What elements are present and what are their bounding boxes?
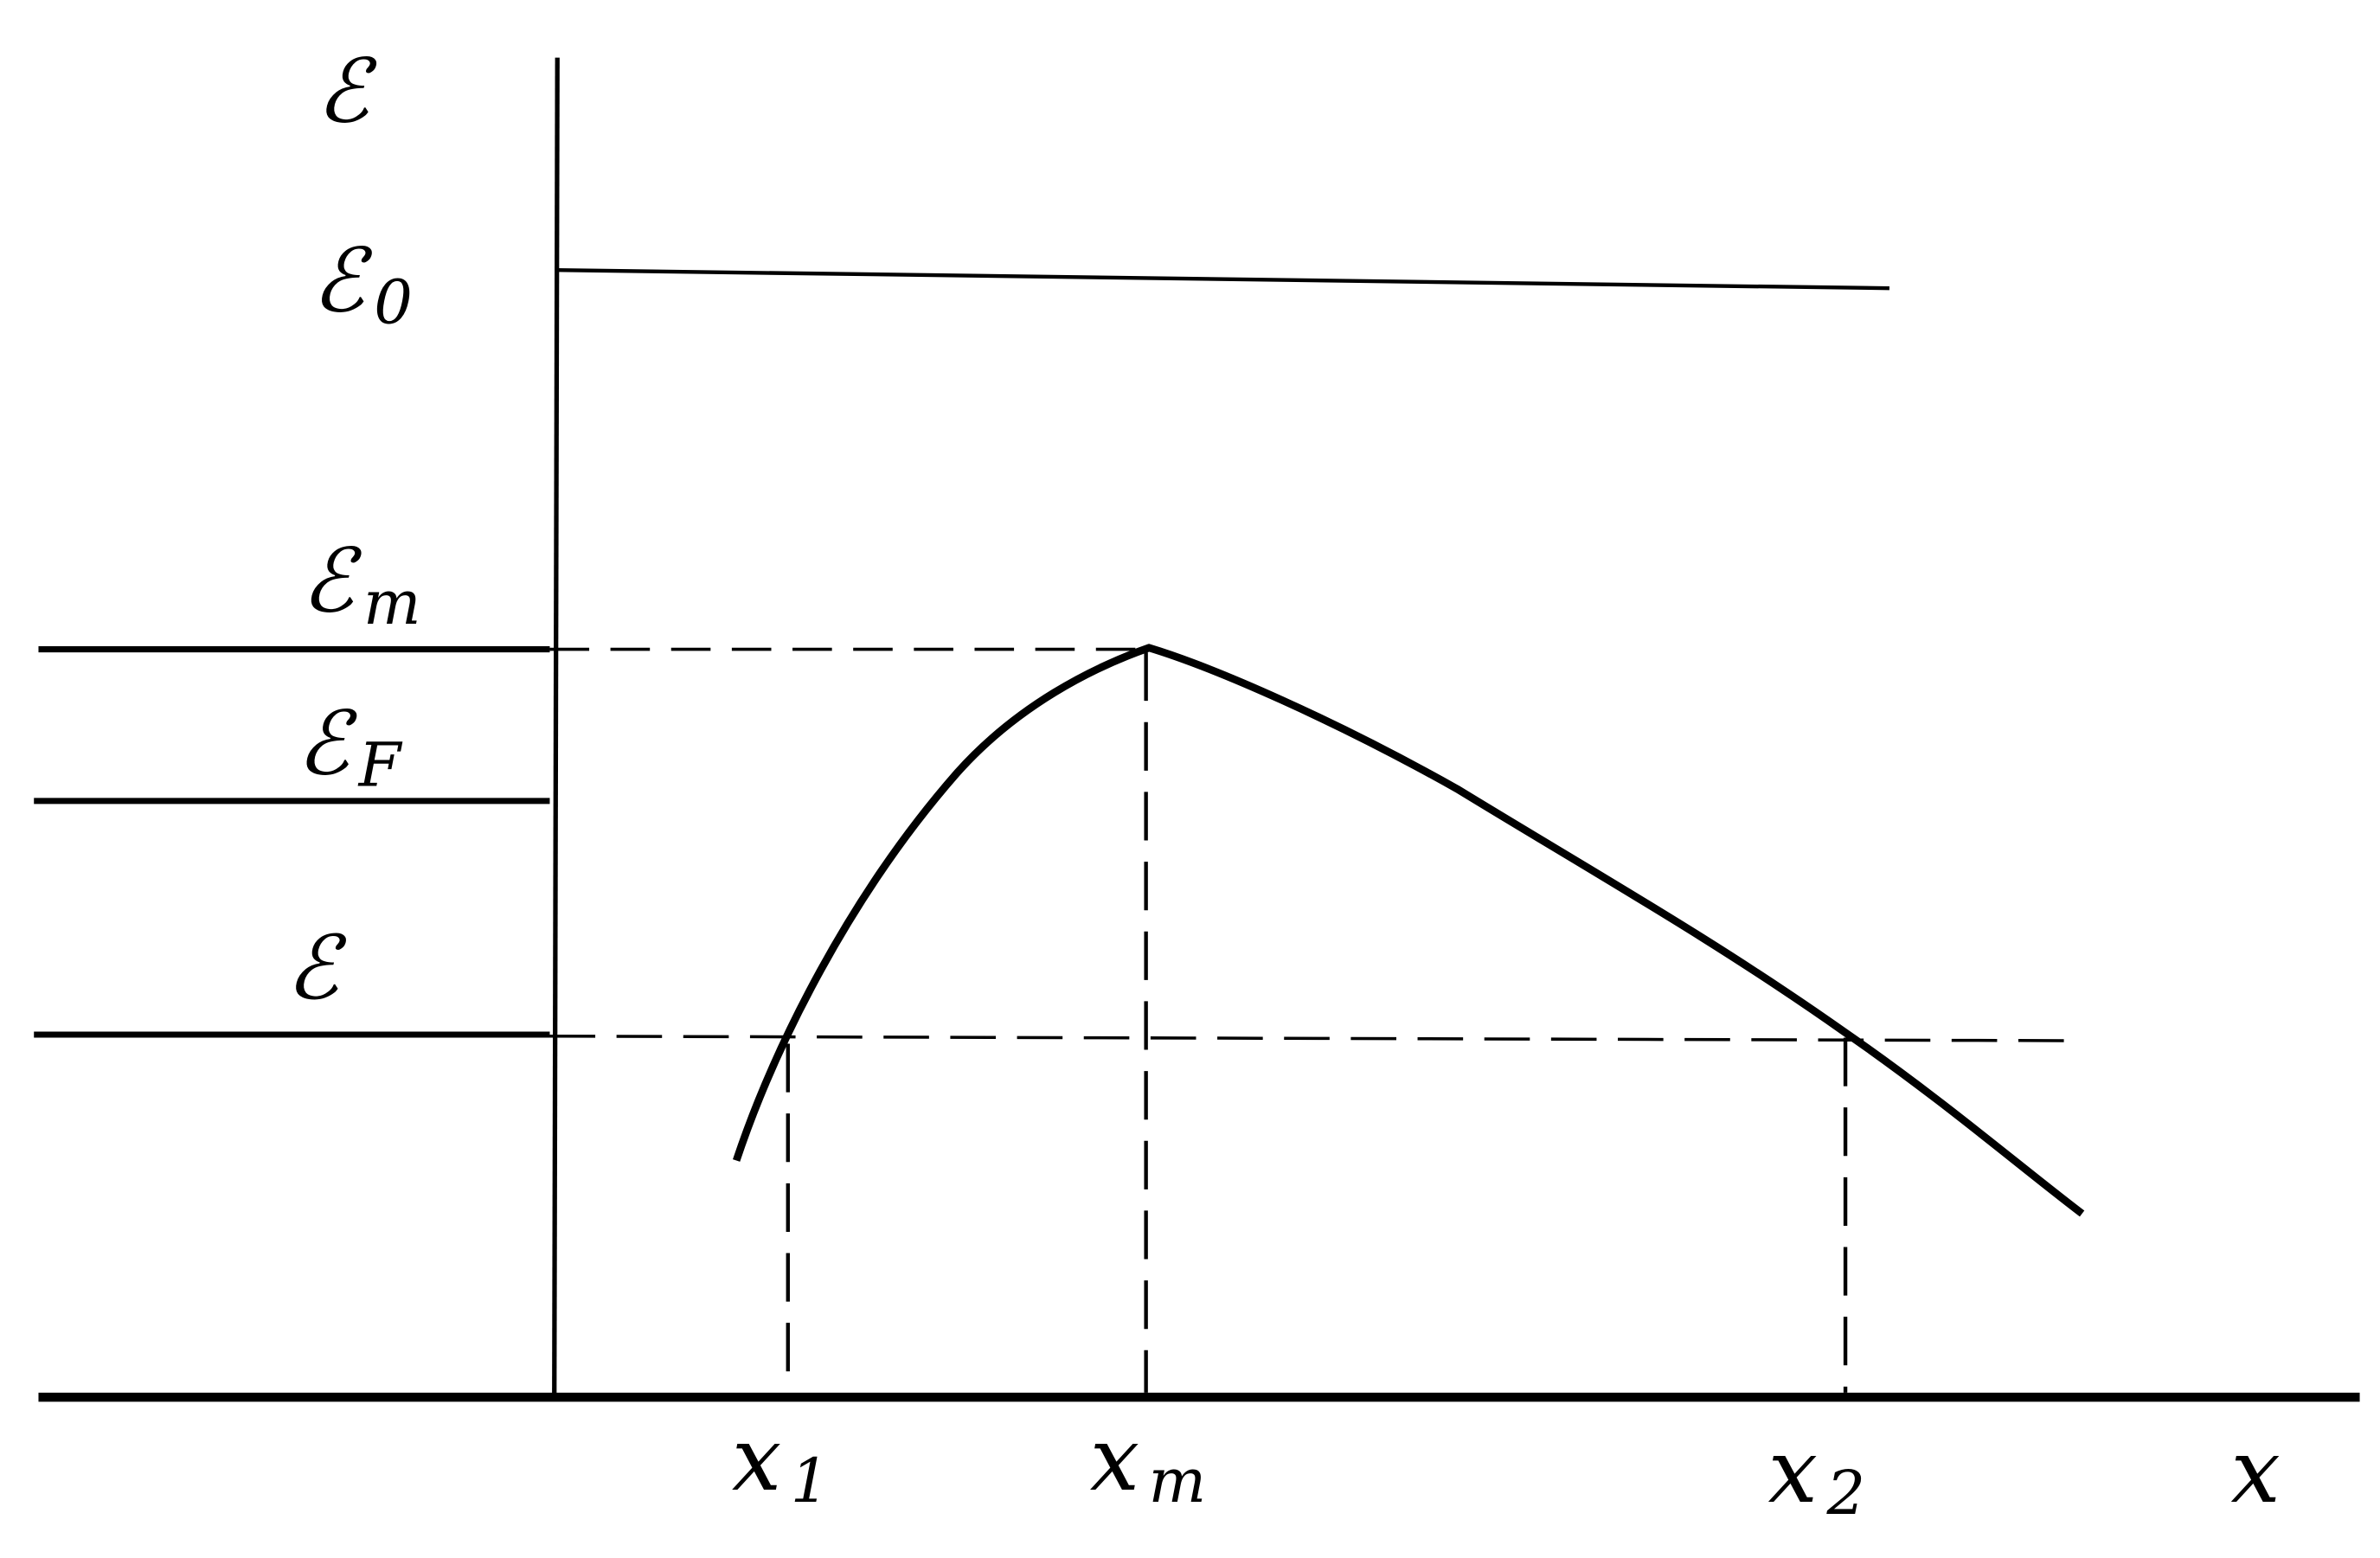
energy-level-label-sub: 0 xyxy=(374,267,413,338)
energy-level-label-base: ℰ xyxy=(285,917,347,1019)
y-axis-label: ℰ xyxy=(316,40,377,142)
x-mark-label-base: x xyxy=(1090,1408,1139,1510)
potential-curve xyxy=(732,644,2085,1217)
energy-level-label-base: ℰ xyxy=(311,229,373,331)
energy-level-label: ℰ xyxy=(285,917,347,1019)
x-mark-label-sub: 1 xyxy=(791,1446,830,1516)
x-mark-label-base: x xyxy=(732,1408,781,1510)
energy-level-label-base: ℰ xyxy=(297,692,358,794)
energy-level-label-base: ℰ xyxy=(301,530,362,632)
x-mark-label-sub: 2 xyxy=(1826,1458,1866,1529)
x-mark-label-sub: m xyxy=(1149,1446,1207,1516)
energy-level-label-sub: m xyxy=(363,567,420,638)
energy-level-label-sub: F xyxy=(357,729,403,800)
x-axis-label: x xyxy=(2231,1420,2281,1523)
level-e-dashed xyxy=(549,1034,2080,1042)
y-axis xyxy=(552,57,560,1396)
level-e0 xyxy=(557,267,1889,291)
x-mark-label-base: x xyxy=(1768,1420,1818,1523)
